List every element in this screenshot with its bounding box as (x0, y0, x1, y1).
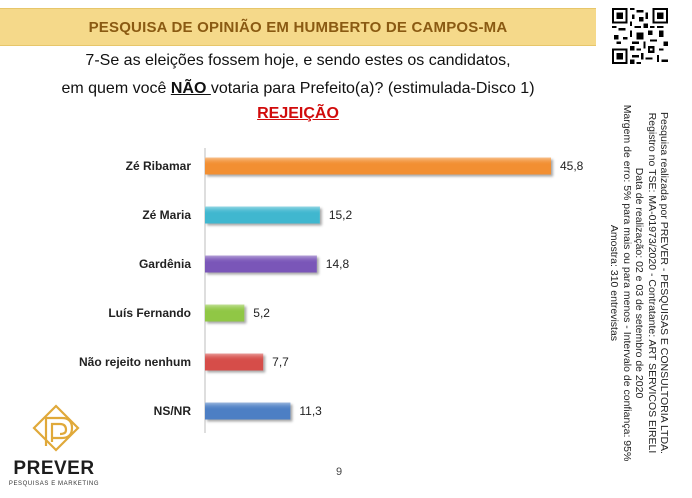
header-title: PESQUISA DE OPINIÃO EM HUMBERTO DE CAMPO… (88, 18, 508, 36)
survey-notes: Pesquisa realizada por PREVER - PESQUISA… (608, 98, 670, 468)
question-line-2: em quem você NÃO votaria para Prefeito(a… (0, 80, 596, 98)
survey-note: Data de realização: 02 e 03 de setembro … (633, 167, 646, 399)
qr-code-icon (612, 8, 668, 64)
category-label: Luís Fernando (108, 306, 191, 320)
logo-name: PREVER (13, 458, 95, 479)
value-label: 7,7 (272, 355, 289, 369)
category-label: Não rejeito nenhum (79, 355, 191, 369)
prever-logo-icon (32, 404, 80, 452)
survey-note: Pesquisa realizada por PREVER - PESQUISA… (658, 112, 670, 454)
value-label: 15,2 (329, 208, 353, 222)
question-line-1: 7-Se as eleições fossem hoje, e sendo es… (85, 52, 511, 69)
bar-highlight (205, 255, 317, 273)
survey-note: Registro no TSE: MA-01973/2020 - Contrat… (645, 112, 658, 454)
value-label: 45,8 (560, 159, 584, 173)
value-label: 5,2 (253, 306, 270, 320)
question-line-2-start: em quem você (61, 80, 171, 97)
survey-note: Amostra: 310 entrevistas (608, 224, 621, 342)
logo-tagline: PESQUISAS E MARKETING (8, 481, 100, 487)
bar-highlight (205, 402, 291, 420)
question-line-2-end: votaria para Prefeito(a)? (estimulada-Di… (210, 80, 535, 97)
header-band: PESQUISA DE OPINIÃO EM HUMBERTO DE CAMPO… (0, 8, 596, 46)
page-number: 9 (336, 466, 343, 478)
bar-highlight (205, 157, 551, 175)
category-label: Zé Ribamar (126, 159, 192, 173)
chart-subtitle: REJEIÇÃO (257, 105, 339, 122)
bar-highlight (205, 304, 245, 322)
bar-highlight (205, 206, 320, 224)
category-label: NS/NR (154, 404, 192, 418)
value-label: 14,8 (326, 257, 350, 271)
bar-highlight (205, 353, 264, 371)
survey-note: Margem de erro: 5% para mais ou para men… (620, 104, 633, 462)
bar-chart: Zé Ribamar 45,8 Zé Maria 15,2 Gardênia 14,8 Lu… (79, 148, 584, 433)
category-label: Zé Maria (142, 208, 191, 222)
category-label: Gardênia (139, 257, 191, 271)
question-line-2-emphasis: NÃO (170, 80, 211, 97)
value-label: 11,3 (299, 404, 322, 418)
